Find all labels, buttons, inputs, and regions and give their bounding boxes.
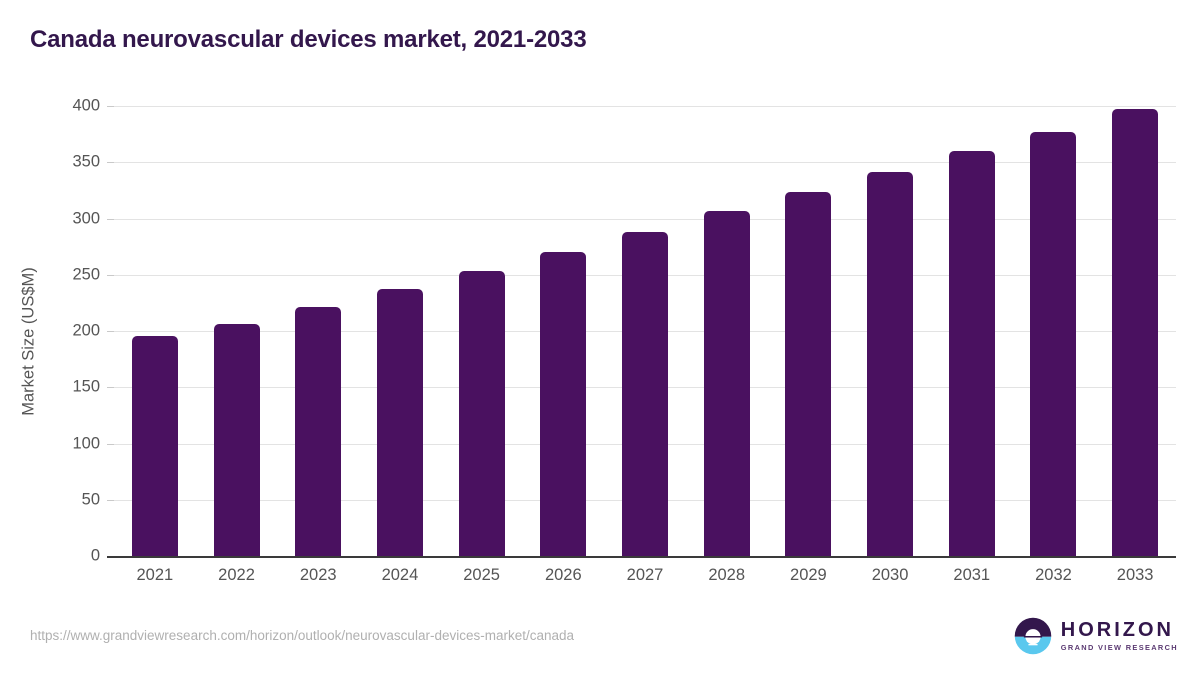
x-axis-tick-label: 2023 bbox=[299, 566, 337, 584]
gridline bbox=[107, 106, 1176, 107]
logo-tagline: GRAND VIEW RESEARCH bbox=[1060, 643, 1178, 653]
bar-slot bbox=[522, 106, 604, 556]
bar-slot bbox=[768, 106, 850, 556]
y-axis-tick-label: 200 bbox=[72, 321, 100, 340]
bar-2021[interactable] bbox=[131, 335, 178, 556]
x-axis-tick-label: 2028 bbox=[708, 566, 746, 584]
gridline bbox=[107, 218, 1176, 220]
bar-series bbox=[114, 106, 1176, 556]
x-axis-tick-label: 2024 bbox=[381, 566, 419, 584]
bar-2026[interactable] bbox=[540, 252, 587, 556]
y-axis-tick bbox=[107, 331, 114, 332]
bar-2028[interactable] bbox=[703, 210, 750, 556]
bar-slot bbox=[441, 106, 523, 556]
bar-slot bbox=[1094, 106, 1176, 556]
x-axis-tick-label: 2033 bbox=[1116, 566, 1154, 584]
x-axis-tick-label: 2029 bbox=[790, 566, 827, 584]
bar-slot bbox=[686, 106, 768, 556]
bar-slot bbox=[277, 106, 359, 556]
x-axis-tick-label: 2021 bbox=[136, 566, 174, 584]
y-axis-tick-label: 250 bbox=[72, 265, 100, 284]
x-axis-tick-label: 2030 bbox=[871, 566, 909, 584]
bar-slot bbox=[931, 106, 1013, 556]
source-url[interactable]: https://www.grandviewresearch.com/horizo… bbox=[30, 628, 575, 643]
y-axis-tick bbox=[107, 106, 114, 107]
x-axis-tick-label: 2027 bbox=[626, 566, 664, 584]
x-axis-tick-label: 2026 bbox=[544, 566, 582, 584]
bar-2031[interactable] bbox=[948, 151, 995, 556]
x-axis-line bbox=[107, 556, 1176, 558]
logo-text-block: HORIZON GRAND VIEW RESEARCH bbox=[1061, 620, 1178, 651]
y-axis-tick bbox=[107, 387, 114, 389]
gridline bbox=[107, 162, 1176, 164]
bar-slot bbox=[359, 106, 441, 556]
bar-2023[interactable] bbox=[295, 307, 342, 556]
bar-2032[interactable] bbox=[1030, 131, 1077, 556]
horizon-logo[interactable]: HORIZON GRAND VIEW RESEARCH bbox=[1014, 617, 1178, 655]
bar-2030[interactable] bbox=[867, 172, 914, 556]
bar-2022[interactable] bbox=[213, 324, 260, 556]
y-axis-tick-labels: 0 50 100 150 200 250 300 350 400 bbox=[0, 97, 100, 565]
bar-2025[interactable] bbox=[458, 271, 505, 556]
y-axis-tick-label: 350 bbox=[72, 152, 100, 171]
y-axis-tick-label: 300 bbox=[72, 209, 100, 227]
x-axis-tick-label: 2031 bbox=[953, 566, 991, 584]
bar-slot bbox=[114, 106, 196, 556]
y-axis-tick bbox=[107, 274, 114, 276]
y-axis-tick bbox=[107, 443, 114, 445]
bar-2029[interactable] bbox=[785, 191, 832, 556]
y-axis-tick bbox=[107, 499, 114, 501]
bar-slot bbox=[196, 106, 278, 556]
bar-2024[interactable] bbox=[376, 289, 423, 556]
y-axis-tick-label: 400 bbox=[72, 96, 100, 115]
bar-slot bbox=[604, 106, 686, 556]
y-axis-tick bbox=[107, 162, 114, 164]
x-axis-tick-label: 2022 bbox=[218, 566, 255, 584]
bar-slot bbox=[849, 106, 931, 556]
y-axis-tick-label: 150 bbox=[72, 377, 100, 396]
x-axis-tick-label: 2025 bbox=[463, 566, 500, 584]
y-axis-tick-label: 100 bbox=[72, 434, 100, 452]
bar-2027[interactable] bbox=[621, 232, 668, 556]
x-axis-tick-labels: 2021 2022 2023 2024 2025 2026 2027 2028 2029 2030… bbox=[114, 566, 1176, 596]
logo-name: HORIZON bbox=[1060, 619, 1174, 642]
page-title: Canada neurovascular devices market, 202… bbox=[30, 26, 587, 53]
y-axis-tick bbox=[107, 218, 114, 220]
horizon-sun-circle-icon bbox=[1014, 617, 1052, 655]
bar-slot bbox=[1013, 106, 1095, 556]
y-axis-tick-label: 0 bbox=[90, 546, 100, 565]
y-axis-tick-label: 50 bbox=[81, 490, 100, 509]
bar-2033[interactable] bbox=[1112, 109, 1159, 556]
x-axis-tick-label: 2032 bbox=[1035, 566, 1072, 584]
